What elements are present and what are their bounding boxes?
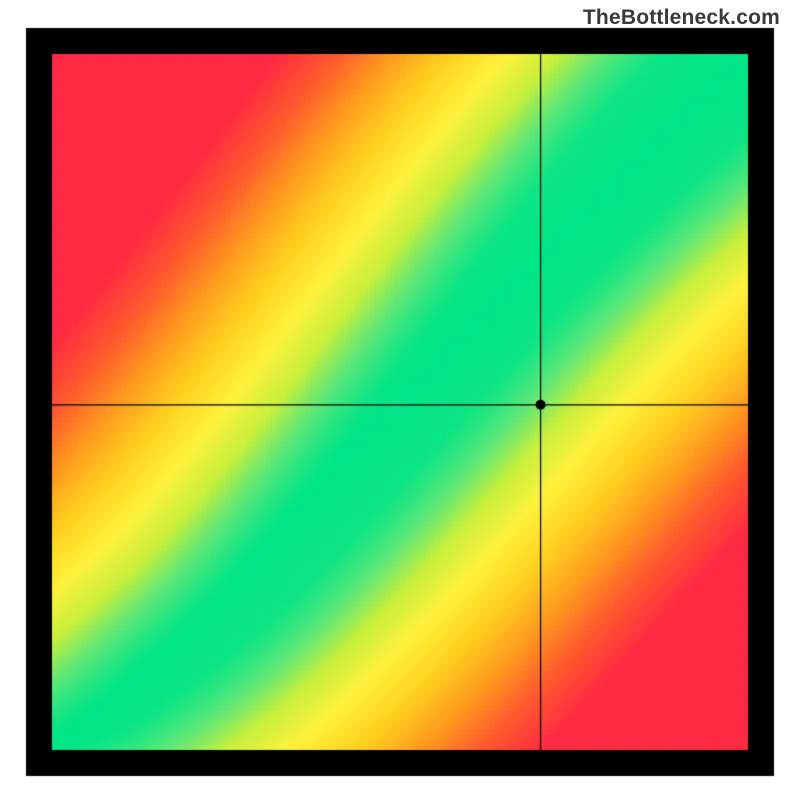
figure-container: TheBottleneck.com [0, 0, 800, 800]
bottleneck-heatmap-canvas [0, 0, 800, 800]
